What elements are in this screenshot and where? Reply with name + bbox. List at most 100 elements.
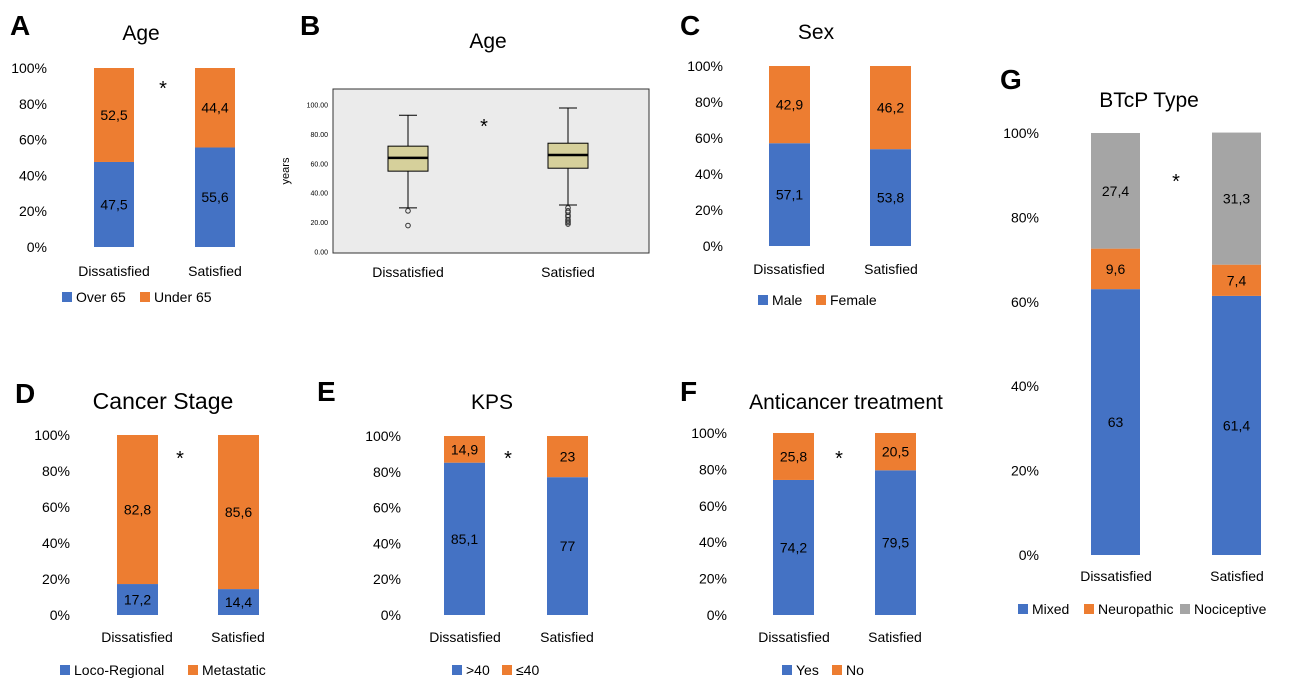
y-tick-label: 80% bbox=[42, 463, 70, 479]
bar-segment bbox=[870, 66, 911, 150]
y-tick-label: 80% bbox=[699, 461, 727, 477]
legend-swatch bbox=[832, 665, 842, 675]
legend-label: Metastatic bbox=[202, 662, 266, 678]
y-tick-label: 100.00 bbox=[307, 103, 329, 110]
data-label: 55,6 bbox=[201, 189, 228, 205]
significance-star: * bbox=[1172, 171, 1180, 193]
chart-title: Age bbox=[469, 30, 506, 53]
panel-letter: C bbox=[680, 10, 700, 41]
bar-segment bbox=[444, 462, 485, 615]
y-tick-label: 0% bbox=[707, 607, 727, 623]
y-tick-label: 80% bbox=[1011, 209, 1039, 225]
bar-segment bbox=[1091, 289, 1140, 555]
x-tick-label: Satisfied bbox=[211, 629, 265, 645]
y-tick-label: 40.00 bbox=[310, 191, 328, 198]
bar-segment bbox=[547, 477, 588, 615]
data-label: 42,9 bbox=[776, 97, 803, 113]
legend-swatch bbox=[758, 295, 768, 305]
x-tick-label: Dissatisfied bbox=[753, 261, 825, 277]
data-label: 74,2 bbox=[780, 539, 807, 555]
bar-segment bbox=[218, 435, 259, 590]
legend-label: Over 65 bbox=[76, 289, 126, 305]
bar-segment bbox=[547, 436, 588, 478]
bar-segment bbox=[117, 584, 158, 615]
data-label: 82,8 bbox=[124, 502, 151, 518]
data-label: 17,2 bbox=[124, 592, 151, 608]
y-tick-label: 20% bbox=[42, 571, 70, 587]
y-tick-label: 80% bbox=[373, 464, 401, 480]
data-label: 85,1 bbox=[451, 531, 478, 547]
legend-swatch bbox=[1180, 604, 1190, 614]
chart-panel-B: B Age 0.00 20.00 40.00 60.00 80.00 100.00 years D… bbox=[280, 10, 650, 280]
panel-letter: F bbox=[680, 376, 697, 407]
data-label: 52,5 bbox=[100, 107, 127, 123]
data-label: 44,4 bbox=[201, 100, 228, 116]
y-tick-label: 40% bbox=[373, 535, 401, 551]
bar-segment bbox=[1091, 248, 1140, 290]
y-tick-label: 40% bbox=[42, 535, 70, 551]
outlier-point bbox=[405, 208, 411, 214]
bar-segment bbox=[117, 435, 158, 585]
data-label: 47,5 bbox=[100, 196, 127, 212]
legend-swatch bbox=[502, 665, 512, 675]
bar-segment bbox=[773, 433, 814, 480]
y-tick-label: 60% bbox=[373, 500, 401, 516]
plot-area bbox=[332, 88, 650, 254]
x-tick-label: Satisfied bbox=[540, 629, 594, 645]
bar-segment bbox=[195, 147, 235, 247]
y-tick-label: 60% bbox=[695, 130, 723, 146]
outlier-point bbox=[565, 221, 571, 227]
data-label: 25,8 bbox=[780, 448, 807, 464]
y-tick-label: 0% bbox=[381, 607, 401, 623]
data-label: 61,4 bbox=[1223, 417, 1250, 433]
bar-segment bbox=[444, 436, 485, 463]
chart-panel-E: E KPS 0% 20% 40% 60% 80% 100% 85,1 14,9 Dissatisfi… bbox=[317, 376, 594, 678]
bar-segment bbox=[773, 479, 814, 615]
y-tick-label: 100% bbox=[1003, 125, 1039, 141]
y-tick-label: 0% bbox=[50, 607, 70, 623]
data-label: 7,4 bbox=[1227, 272, 1247, 288]
chart-title: BTcP Type bbox=[1099, 89, 1199, 112]
data-label: 77 bbox=[560, 538, 576, 554]
legend-swatch bbox=[1018, 604, 1028, 614]
y-tick-label: 80.00 bbox=[310, 132, 328, 139]
bar-segment bbox=[1212, 132, 1261, 265]
legend-label: Nociceptive bbox=[1194, 601, 1267, 617]
y-tick-label: 100% bbox=[365, 428, 401, 444]
data-label: 85,6 bbox=[225, 504, 252, 520]
chart-title: Anticancer treatment bbox=[749, 391, 943, 414]
x-tick-label: Dissatisfied bbox=[101, 629, 173, 645]
legend-swatch bbox=[188, 665, 198, 675]
y-tick-label: 0.00 bbox=[314, 250, 328, 257]
bar-segment bbox=[195, 68, 235, 148]
significance-star: * bbox=[504, 448, 512, 470]
legend-swatch bbox=[816, 295, 826, 305]
chart-title: Age bbox=[122, 22, 159, 45]
data-label: 57,1 bbox=[776, 187, 803, 203]
data-label: 31,3 bbox=[1223, 191, 1250, 207]
panel-letter: D bbox=[15, 378, 35, 409]
panel-letter: G bbox=[1000, 64, 1022, 95]
data-label: 46,2 bbox=[877, 100, 904, 116]
legend-swatch bbox=[60, 665, 70, 675]
panel-letter: E bbox=[317, 376, 336, 407]
significance-star: * bbox=[159, 78, 167, 100]
y-tick-label: 20% bbox=[19, 203, 47, 219]
legend-swatch bbox=[62, 292, 72, 302]
chart-title: KPS bbox=[471, 391, 513, 414]
x-tick-label: Satisfied bbox=[864, 261, 918, 277]
y-tick-label: 100% bbox=[34, 427, 70, 443]
data-label: 20,5 bbox=[882, 444, 909, 460]
y-tick-label: 0% bbox=[703, 238, 723, 254]
bar-segment bbox=[769, 66, 810, 144]
legend-label: Neuropathic bbox=[1098, 601, 1174, 617]
data-label: 9,6 bbox=[1106, 261, 1126, 277]
chart-panel-C: C Sex 0% 20% 40% 60% 80% 100% 57,1 42,9 Dissatisfi… bbox=[680, 10, 918, 308]
y-tick-label: 60.00 bbox=[310, 161, 328, 168]
y-tick-label: 60% bbox=[19, 132, 47, 148]
y-tick-label: 80% bbox=[695, 94, 723, 110]
data-label: 23 bbox=[560, 449, 576, 465]
x-tick-label: Satisfied bbox=[868, 629, 922, 645]
y-tick-label: 60% bbox=[1011, 294, 1039, 310]
